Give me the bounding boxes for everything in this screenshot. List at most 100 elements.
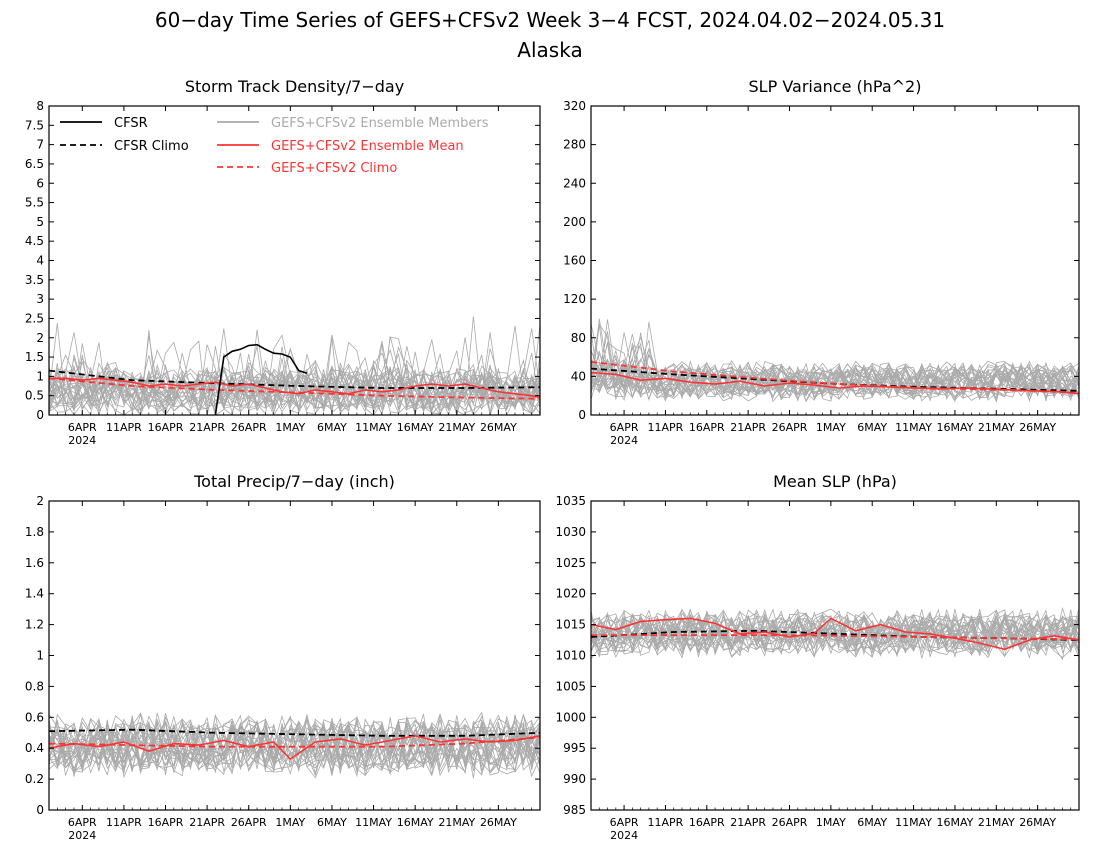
x-tick-label: 16MAY: [936, 421, 973, 434]
ensemble-member-line: [591, 608, 1079, 659]
x-tick-label: 21APR: [189, 421, 225, 434]
y-tick-label: 120: [563, 292, 586, 306]
x-tick-label: 26APR: [231, 816, 267, 829]
x-tick-label: 21MAY: [978, 816, 1015, 829]
ensemble-member-line: [591, 350, 1079, 398]
y-tick-label: 5: [36, 215, 44, 229]
x-tick-label: 21APR: [189, 816, 225, 829]
ensemble-member-line: [49, 715, 540, 777]
panel-title: Mean SLP (hPa): [773, 472, 897, 491]
plot-area: [591, 318, 1079, 403]
x-tick-label: 6APR: [68, 816, 97, 829]
x-tick-label: 11MAY: [355, 816, 392, 829]
x-tick-label: 6APR: [610, 816, 639, 829]
y-tick-label: 80: [571, 331, 586, 345]
x-tick-label: 21MAY: [438, 816, 475, 829]
ensemble-member-line: [591, 609, 1079, 660]
y-tick-label: 2: [36, 494, 44, 508]
x-tick-label: 11MAY: [355, 421, 392, 434]
panel-title: Total Precip/7−day (inch): [193, 472, 395, 491]
x-tick-label: 26MAY: [480, 816, 517, 829]
plot-frame: [590, 500, 1080, 811]
x-tick-label: 16APR: [148, 816, 184, 829]
y-tick-label: 7: [36, 138, 44, 152]
ensemble-member-line: [49, 717, 540, 779]
ensemble-member-line: [591, 612, 1079, 657]
ensemble-member-line: [49, 348, 540, 415]
x-tick-label: 1MAY: [816, 421, 846, 434]
y-tick-label: 0.2: [25, 772, 44, 786]
plot-area: [49, 711, 540, 779]
y-tick-label: 200: [563, 215, 586, 229]
y-tick-label: 0: [36, 408, 44, 422]
series-cfsr-climo: [49, 728, 540, 737]
x-tick-label: 16MAY: [936, 816, 973, 829]
x-tick-label: 11APR: [106, 421, 142, 434]
y-tick-label: 8: [36, 99, 44, 113]
y-tick-label: 1010: [555, 649, 586, 663]
panel-title: Storm Track Density/7−day: [185, 77, 404, 96]
y-tick-label: 1025: [555, 556, 586, 570]
series-gefs-cfsv2-ensemble-mean: [49, 734, 540, 761]
x-tick-label: 26APR: [772, 816, 808, 829]
x-tick-label: 6MAY: [857, 816, 887, 829]
ensemble-member-line: [591, 318, 1079, 401]
x-tick-label: 11MAY: [895, 816, 932, 829]
y-tick-label: 4.5: [25, 234, 44, 248]
series-cfsr-climo: [49, 369, 540, 389]
y-tick-label: 1.5: [25, 350, 44, 364]
y-tick-label: 1015: [555, 618, 586, 632]
y-tick-label: 0.6: [25, 710, 44, 724]
ensemble-member-line: [49, 341, 540, 415]
panel-slp-variance: SLP Variance (hPa^2) 0 40 80 120 160 200 240 280…: [563, 77, 1080, 447]
ensemble-member-line: [591, 331, 1079, 400]
x-tick-label: 21MAY: [438, 421, 475, 434]
plot-area: [591, 606, 1079, 661]
y-tick-label: 1035: [555, 494, 586, 508]
panel-total-precip: Total Precip/7−day (inch)00.20.40.60.811…: [25, 472, 541, 842]
x-tick-label: 11APR: [648, 816, 684, 829]
legend-label: GEFS+CFSv2 Ensemble Members: [271, 116, 489, 131]
panel-mean-slp: Mean SLP (hPa) 985 990 995 1000 1005 1010 1015 1…: [555, 472, 1080, 842]
y-tick-label: 6: [36, 176, 44, 190]
x-tick-label: 1MAY: [816, 816, 846, 829]
panel-storm-track-density: Storm Track Density/7−day 0 0.5 1 1.5 2 2.5 3 3.…: [25, 77, 541, 447]
panel-title: SLP Variance (hPa^2): [749, 77, 922, 96]
x-tick-label: 16APR: [148, 421, 184, 434]
y-tick-label: 2: [36, 331, 44, 345]
y-tick-label: 240: [563, 176, 586, 190]
series-cfsr: [214, 343, 308, 415]
y-tick-label: 280: [563, 138, 586, 152]
x-tick-label: 6APR: [68, 421, 97, 434]
ensemble-member-line: [591, 346, 1079, 400]
y-tick-label: 1005: [555, 679, 586, 693]
legend-label: GEFS+CFSv2 Climo: [271, 161, 397, 176]
ensemble-members: [49, 316, 540, 415]
ensemble-member-line: [591, 608, 1079, 658]
ensemble-member-line: [49, 363, 540, 415]
figure-subtitle: Alaska: [517, 38, 582, 62]
ensemble-member-line: [591, 608, 1079, 659]
series-gefs-cfsv2-ensemble-mean: [591, 617, 1079, 651]
x-tick-label: 1MAY: [275, 421, 305, 434]
ensemble-member-line: [591, 332, 1079, 402]
x-tick-label: 11MAY: [895, 421, 932, 434]
x-tick-label: 26APR: [772, 421, 808, 434]
ensemble-member-line: [591, 611, 1079, 657]
x-tick-label: 21MAY: [978, 421, 1015, 434]
y-tick-label: 3.5: [25, 273, 44, 287]
ensemble-member-line: [49, 330, 540, 415]
x-tick-label: 16APR: [689, 421, 725, 434]
x-tick-label: 11APR: [648, 421, 684, 434]
x-tick-label: 26APR: [231, 421, 267, 434]
y-tick-label: 1.2: [25, 618, 44, 632]
ensemble-member-line: [49, 712, 540, 779]
x-tick-label: 26MAY: [480, 421, 517, 434]
ensemble-member-line: [591, 608, 1079, 655]
x-year-label: 2024: [68, 829, 96, 842]
y-tick-label: 0.4: [25, 741, 44, 755]
y-tick-label: 0: [36, 803, 44, 817]
x-tick-label: 21APR: [730, 421, 766, 434]
x-tick-label: 6APR: [610, 421, 639, 434]
y-tick-label: 995: [563, 741, 586, 755]
